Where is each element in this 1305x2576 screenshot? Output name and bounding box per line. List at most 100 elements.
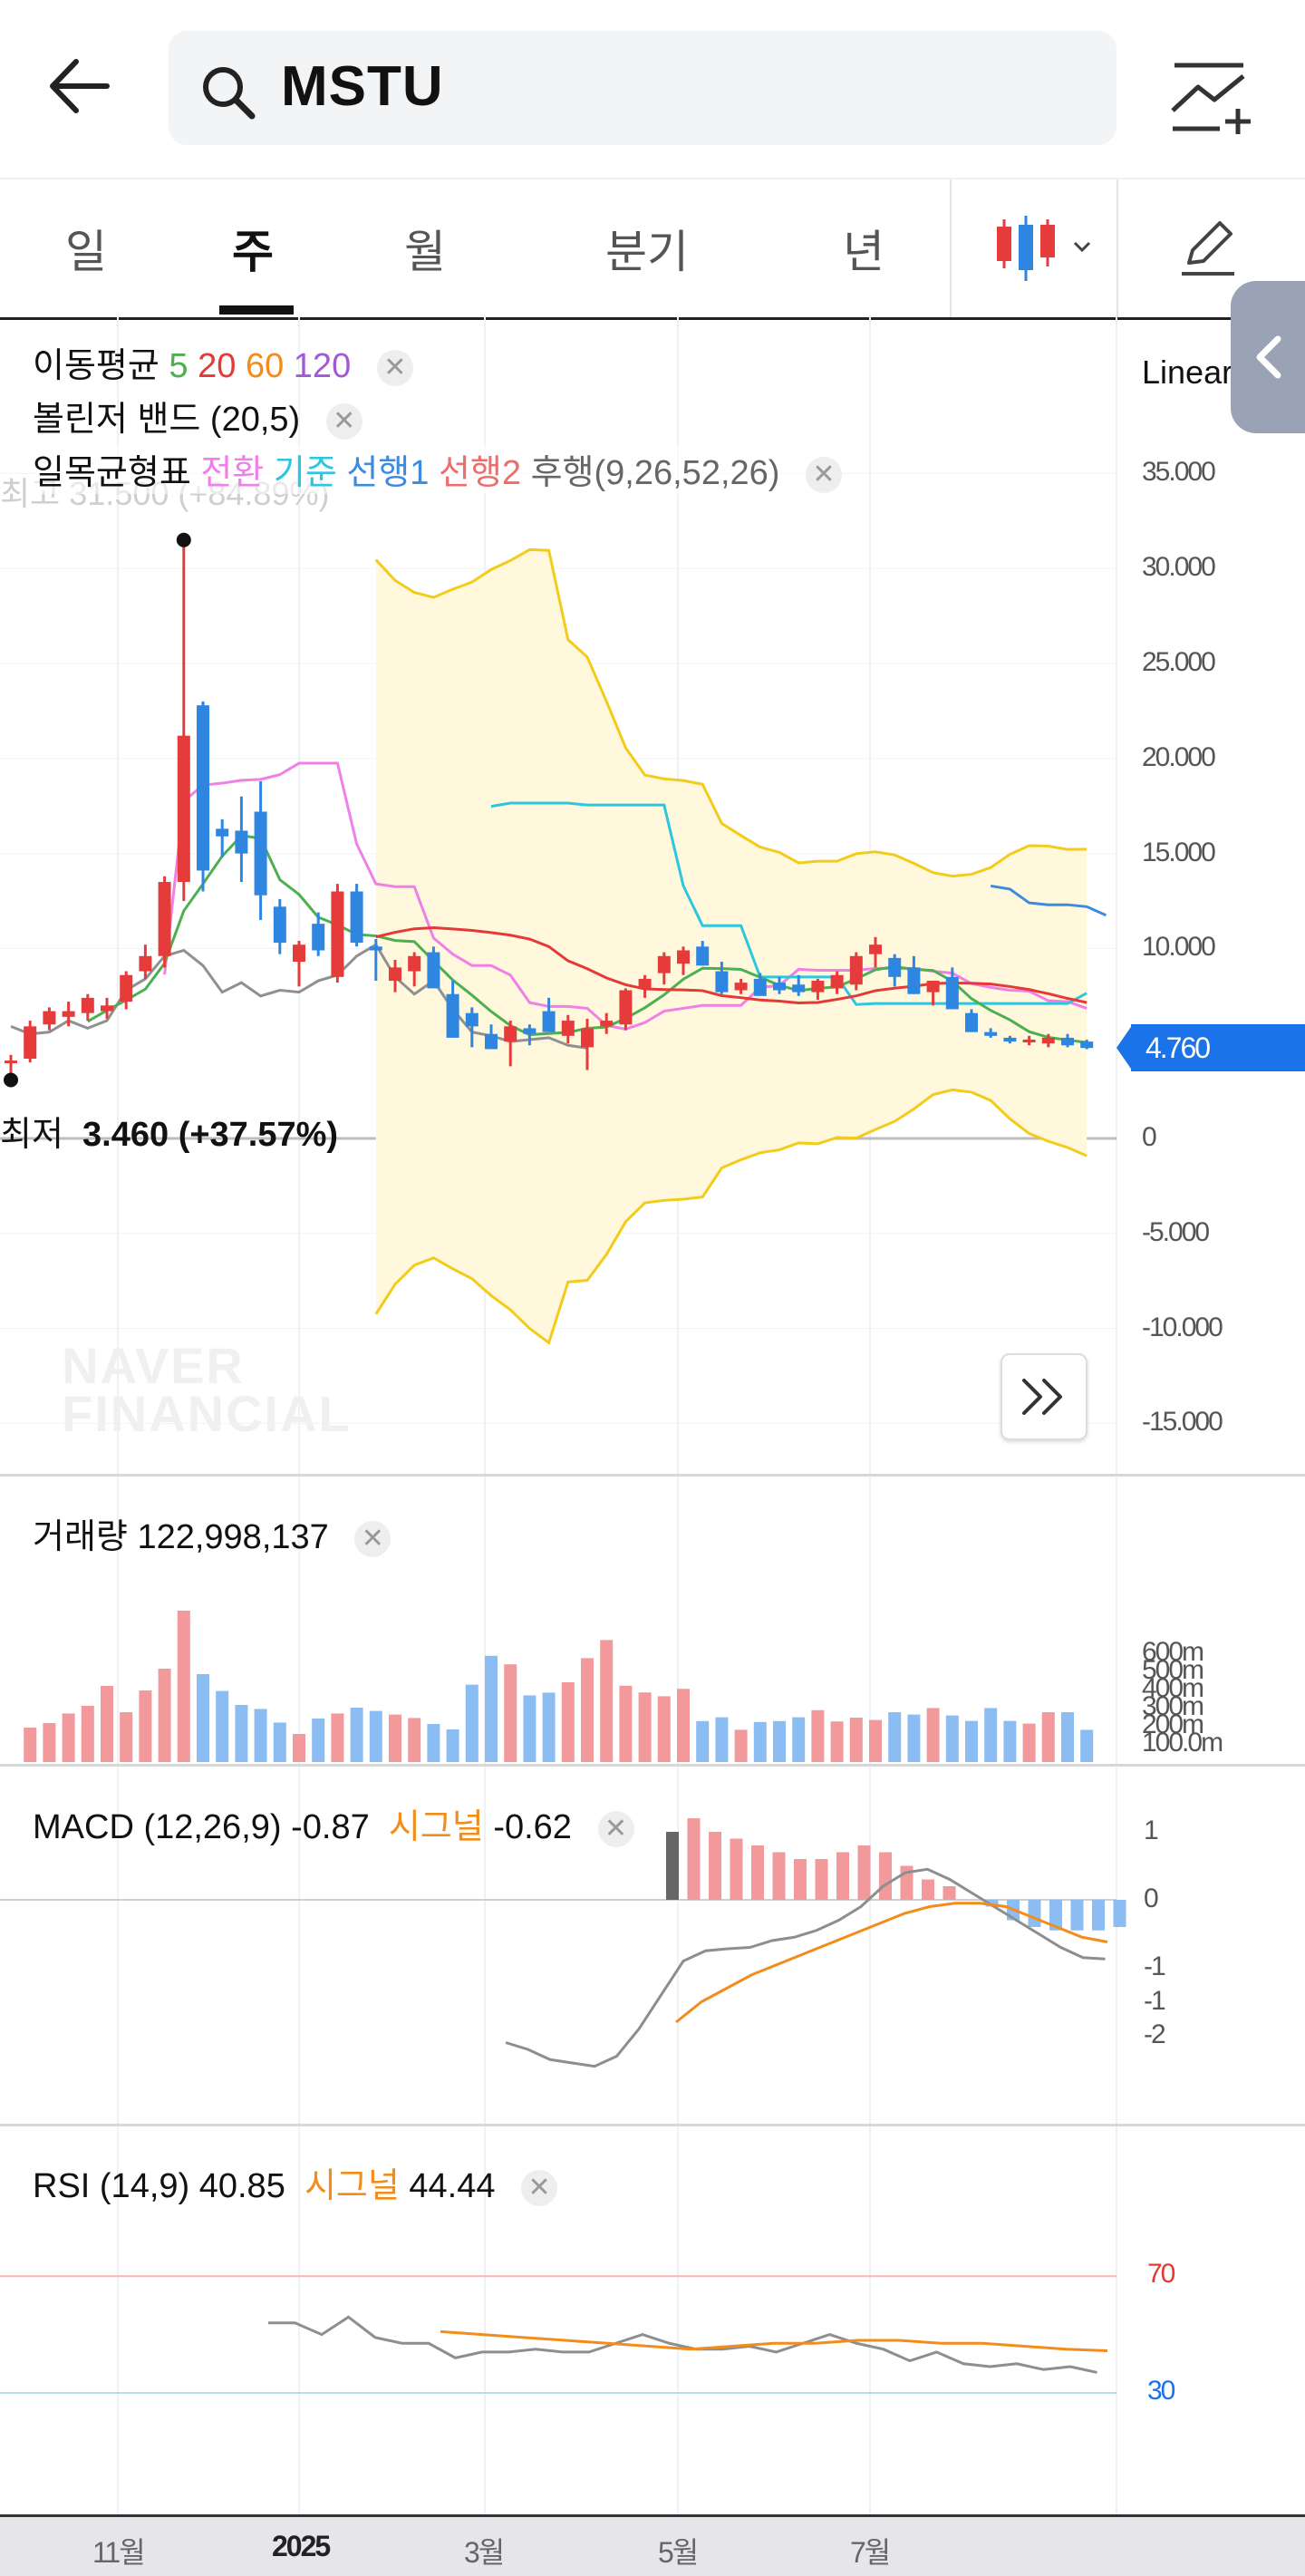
volume-bar	[753, 1721, 767, 1762]
close-icon[interactable]: ✕	[806, 456, 842, 493]
rsi-line	[268, 2315, 1097, 2374]
volume-bar	[312, 1719, 325, 1762]
macd-histogram-bar	[836, 1852, 849, 1900]
candle-body	[830, 974, 844, 989]
tab-month[interactable]: 월	[404, 227, 446, 277]
volume-bar	[523, 1695, 536, 1762]
volume-bar	[696, 1720, 710, 1762]
volume-bar	[581, 1658, 594, 1762]
close-icon[interactable]: ✕	[354, 1520, 392, 1557]
volume-bar	[945, 1715, 959, 1762]
chart-canvas[interactable]	[0, 315, 1305, 2514]
volume-bar	[734, 1729, 748, 1762]
bollinger-band-fill	[375, 549, 1088, 1343]
candle-body	[427, 952, 440, 989]
volume-bar	[369, 1710, 382, 1762]
search-bar[interactable]	[169, 31, 1116, 145]
active-tab-indicator	[219, 305, 294, 315]
search-input[interactable]: MSTU	[281, 55, 444, 118]
candle-body	[907, 967, 921, 994]
pane-separator	[0, 2124, 1305, 2126]
volume-bar	[600, 1640, 614, 1762]
scroll-to-latest-button[interactable]	[1000, 1353, 1088, 1440]
macd-axis-label: -1	[1144, 1951, 1166, 1981]
macd-histogram-bar	[922, 1879, 934, 1900]
candle-body	[523, 1028, 536, 1034]
price-axis-label: 15.000	[1142, 837, 1216, 867]
volume-bar	[1022, 1723, 1036, 1762]
x-tick-label: 5월	[658, 2536, 699, 2569]
macd-histogram-bar	[985, 1900, 999, 1907]
back-arrow-icon[interactable]	[36, 45, 127, 127]
last-price-arrow	[1116, 1024, 1133, 1071]
candle-body	[312, 924, 325, 951]
close-icon[interactable]: ✕	[521, 2169, 558, 2206]
volume-bar	[446, 1729, 459, 1762]
candle-body	[1080, 1041, 1094, 1049]
price-axis-label: -10.000	[1142, 1312, 1223, 1342]
volume-bar	[177, 1611, 190, 1762]
macd-axis-label: 1	[1144, 1816, 1159, 1845]
search-icon	[203, 67, 256, 120]
volume-axis-label: 100.0m	[1142, 1728, 1223, 1758]
tab-quarter[interactable]: 분기	[605, 227, 689, 277]
candle-body	[657, 955, 671, 973]
candle-body	[101, 1005, 113, 1012]
tab-year[interactable]: 년	[843, 227, 884, 277]
volume-bar	[293, 1734, 305, 1762]
volume-bar	[24, 1728, 37, 1762]
candle-body	[254, 811, 267, 896]
volume-bar	[1041, 1712, 1055, 1762]
macd-histogram-bar	[794, 1859, 807, 1900]
tab-week[interactable]: 주	[232, 227, 274, 277]
volume-bar	[254, 1709, 267, 1762]
price-axis-label: -5.000	[1142, 1216, 1210, 1247]
ichimoku-kijun-line	[490, 801, 1088, 1006]
volume-bar	[139, 1690, 152, 1762]
draw-pencil-icon[interactable]	[1176, 216, 1240, 279]
price-axis-label: 0	[1142, 1122, 1157, 1152]
tab-day[interactable]: 일	[65, 227, 107, 277]
candle-body	[945, 976, 959, 1010]
close-icon[interactable]: ✕	[597, 1810, 634, 1847]
price-axis-label: 20.000	[1142, 741, 1216, 772]
volume-bar	[849, 1718, 863, 1762]
volume-bar	[485, 1655, 498, 1762]
candle-body	[235, 830, 248, 854]
candle-body	[331, 891, 344, 977]
macd-histogram-bar	[815, 1859, 828, 1900]
x-tick-label: 11월	[92, 2536, 146, 2569]
collapse-panel-button[interactable]	[1231, 281, 1305, 433]
macd-signal-line	[675, 1902, 1108, 2024]
candle-type-icon[interactable]	[991, 212, 1100, 285]
macd-axis-label: 0	[1144, 1884, 1159, 1913]
volume-bar	[792, 1717, 806, 1762]
candle-body	[734, 983, 748, 991]
watermark-logo: NAVER FINANCIAL	[62, 1337, 352, 1443]
tab-divider	[1116, 179, 1118, 317]
volume-bar	[1003, 1720, 1017, 1762]
candle-body	[24, 1026, 37, 1059]
add-comparison-icon[interactable]	[1160, 45, 1260, 136]
macd-histogram-bar	[879, 1852, 892, 1900]
macd-histogram-bar	[772, 1852, 786, 1900]
volume-bar	[389, 1714, 401, 1762]
macd-histogram-bar	[709, 1832, 721, 1900]
top-bar: MSTU	[0, 0, 1305, 178]
volume-bar	[273, 1722, 286, 1762]
close-icon[interactable]: ✕	[325, 402, 362, 440]
candle-body	[677, 950, 690, 964]
candle-body	[1003, 1037, 1017, 1042]
candle-body	[984, 1031, 998, 1036]
macd-histogram-bar	[666, 1832, 679, 1900]
volume-bar	[926, 1708, 940, 1762]
close-icon[interactable]: ✕	[376, 349, 413, 386]
candle-body	[465, 1012, 478, 1027]
scale-mode-select[interactable]: Linear	[1142, 353, 1233, 391]
period-tabs: 일 주 월 분기 년	[0, 178, 1305, 320]
volume-bar	[907, 1714, 921, 1762]
candle-body	[158, 882, 171, 956]
volume-bar	[101, 1686, 113, 1762]
macd-line	[505, 1867, 1106, 2068]
candle-body	[638, 978, 652, 989]
